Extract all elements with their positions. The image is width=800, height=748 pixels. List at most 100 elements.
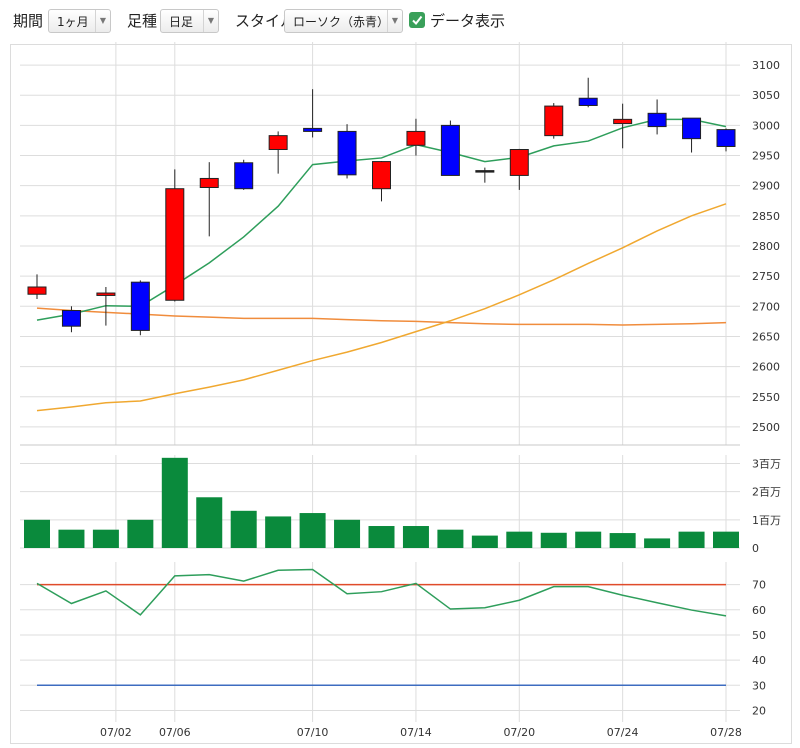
volume-bar <box>575 531 602 548</box>
data-display-label[interactable]: データ表示 <box>430 12 506 30</box>
candle <box>165 169 185 302</box>
volume-bar <box>299 513 326 548</box>
candle-body <box>509 149 529 176</box>
volume-bar <box>127 519 154 548</box>
bar-type-select-value: 日足 <box>169 15 194 29</box>
candle <box>578 77 598 108</box>
date-tick-label: 07/20 <box>503 726 535 739</box>
volume-bar <box>437 529 464 548</box>
price-tick-label: 3100 <box>752 59 780 72</box>
ma-mid-line <box>36 203 727 412</box>
volume-bar <box>230 510 257 548</box>
candle <box>234 159 254 190</box>
candle-body <box>337 130 357 176</box>
price-tick-label: 2800 <box>752 240 780 253</box>
style-select-value: ローソク（赤青） <box>293 15 390 29</box>
candle-body <box>96 292 116 296</box>
price-tick-label: 2500 <box>752 421 780 434</box>
candle-body <box>303 127 323 132</box>
candle <box>509 148 529 190</box>
price-tick-label: 2950 <box>752 150 780 163</box>
date-tick-label: 07/14 <box>400 726 432 739</box>
candle-body <box>165 188 185 301</box>
candle <box>647 99 667 135</box>
volume-bar <box>540 532 567 548</box>
period-label: 期間 <box>13 12 44 30</box>
volume-bar <box>644 538 671 548</box>
price-tick-label: 2550 <box>752 391 780 404</box>
price-tick-label: 2850 <box>752 210 780 223</box>
price-tick-label: 2600 <box>752 361 780 374</box>
rsi-tick-label: 50 <box>752 629 766 642</box>
period-select-value: 1ヶ月 <box>57 15 89 29</box>
volume-bar <box>265 516 292 548</box>
volume-bar <box>334 519 361 548</box>
candle <box>268 131 288 174</box>
candle-body <box>130 281 150 331</box>
style-select[interactable]: ローソク（赤青） ▼ <box>284 9 403 33</box>
candle-body <box>682 117 702 140</box>
date-tick-label: 07/10 <box>297 726 329 739</box>
volume-tick-label: 1百万 <box>752 514 781 527</box>
price-tick-label: 2900 <box>752 180 780 193</box>
period-select[interactable]: 1ヶ月 ▼ <box>48 9 111 33</box>
candle <box>475 167 495 183</box>
ma-short-line <box>36 118 727 321</box>
candle <box>337 124 357 179</box>
candle <box>716 128 736 152</box>
volume-bar <box>368 526 395 548</box>
volume-bar <box>609 533 636 548</box>
candle-body <box>613 118 633 125</box>
date-tick-label: 07/02 <box>100 726 132 739</box>
candle <box>544 103 564 139</box>
candle <box>199 162 219 237</box>
rsi-tick-label: 40 <box>752 654 766 667</box>
check-icon <box>412 15 423 26</box>
chevron-down-icon: ▼ <box>95 10 110 32</box>
price-tick-label: 2650 <box>752 330 780 343</box>
chevron-down-icon: ▼ <box>203 10 218 32</box>
style-label: スタイル <box>235 12 296 30</box>
candle-body <box>61 310 81 327</box>
candle-body <box>199 177 219 188</box>
candle <box>303 89 323 138</box>
candle <box>27 274 47 300</box>
volume-bar <box>713 531 739 548</box>
candle <box>440 120 460 176</box>
candle-body <box>716 129 736 147</box>
volume-bar <box>24 519 50 548</box>
candle <box>406 118 426 156</box>
candle-body <box>578 97 598 106</box>
candle-body <box>544 105 564 137</box>
ma-long-line <box>36 307 727 326</box>
chart-panel <box>10 44 792 744</box>
rsi-tick-label: 60 <box>752 604 766 617</box>
candle-body <box>268 135 288 151</box>
candle-body <box>647 112 667 128</box>
volume-tick-label: 2百万 <box>752 486 781 499</box>
data-display-checkbox[interactable] <box>409 12 425 28</box>
candle-body <box>27 286 47 295</box>
candle <box>130 280 150 336</box>
price-tick-label: 2750 <box>752 270 780 283</box>
date-tick-label: 07/06 <box>159 726 191 739</box>
candle <box>682 117 702 153</box>
chevron-down-icon: ▼ <box>387 10 402 32</box>
volume-bar <box>196 497 223 548</box>
volume-bar <box>92 529 119 548</box>
candle-body <box>440 124 460 176</box>
candle-body <box>406 130 426 146</box>
rsi-tick-label: 20 <box>752 704 766 717</box>
candle <box>96 287 116 326</box>
toolbar: 期間 1ヶ月 ▼ 足種 日足 ▼ スタイル ローソク（赤青） ▼ データ表示 <box>0 0 800 44</box>
candle <box>372 160 391 202</box>
bar-type-select[interactable]: 日足 ▼ <box>160 9 219 33</box>
volume-bar <box>471 535 498 548</box>
rsi-tick-label: 70 <box>752 579 766 592</box>
candle-body <box>372 161 391 190</box>
price-tick-label: 3050 <box>752 89 780 102</box>
price-tick-label: 3000 <box>752 119 780 132</box>
date-tick-label: 07/24 <box>607 726 639 739</box>
date-tick-label: 07/28 <box>710 726 742 739</box>
